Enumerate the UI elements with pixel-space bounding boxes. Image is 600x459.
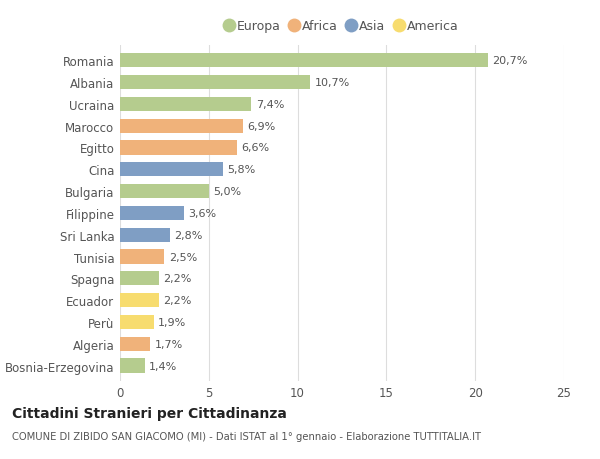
Bar <box>120 228 170 242</box>
Bar <box>120 119 242 134</box>
Text: COMUNE DI ZIBIDO SAN GIACOMO (MI) - Dati ISTAT al 1° gennaio - Elaborazione TUTT: COMUNE DI ZIBIDO SAN GIACOMO (MI) - Dati… <box>12 431 481 442</box>
Text: 6,6%: 6,6% <box>242 143 270 153</box>
Text: 1,9%: 1,9% <box>158 317 187 327</box>
Bar <box>120 185 209 199</box>
Bar <box>120 54 488 68</box>
Bar <box>120 358 145 373</box>
Text: 3,6%: 3,6% <box>188 208 217 218</box>
Bar <box>120 141 237 155</box>
Text: 6,9%: 6,9% <box>247 122 275 131</box>
Text: 1,7%: 1,7% <box>155 339 183 349</box>
Bar <box>120 250 164 264</box>
Text: 20,7%: 20,7% <box>492 56 527 66</box>
Bar <box>120 293 159 308</box>
Text: 1,4%: 1,4% <box>149 361 178 371</box>
Text: Cittadini Stranieri per Cittadinanza: Cittadini Stranieri per Cittadinanza <box>12 406 287 420</box>
Text: 2,2%: 2,2% <box>164 296 192 305</box>
Bar <box>120 272 159 286</box>
Text: 2,8%: 2,8% <box>174 230 203 240</box>
Text: 5,8%: 5,8% <box>227 165 256 175</box>
Text: 5,0%: 5,0% <box>213 187 241 196</box>
Text: 2,5%: 2,5% <box>169 252 197 262</box>
Bar <box>120 207 184 220</box>
Text: 10,7%: 10,7% <box>314 78 350 88</box>
Bar <box>120 163 223 177</box>
Bar <box>120 337 150 351</box>
Bar <box>120 76 310 90</box>
Text: 7,4%: 7,4% <box>256 100 284 110</box>
Bar <box>120 98 251 112</box>
Bar <box>120 315 154 329</box>
Legend: Europa, Africa, Asia, America: Europa, Africa, Asia, America <box>226 20 458 33</box>
Text: 2,2%: 2,2% <box>164 274 192 284</box>
